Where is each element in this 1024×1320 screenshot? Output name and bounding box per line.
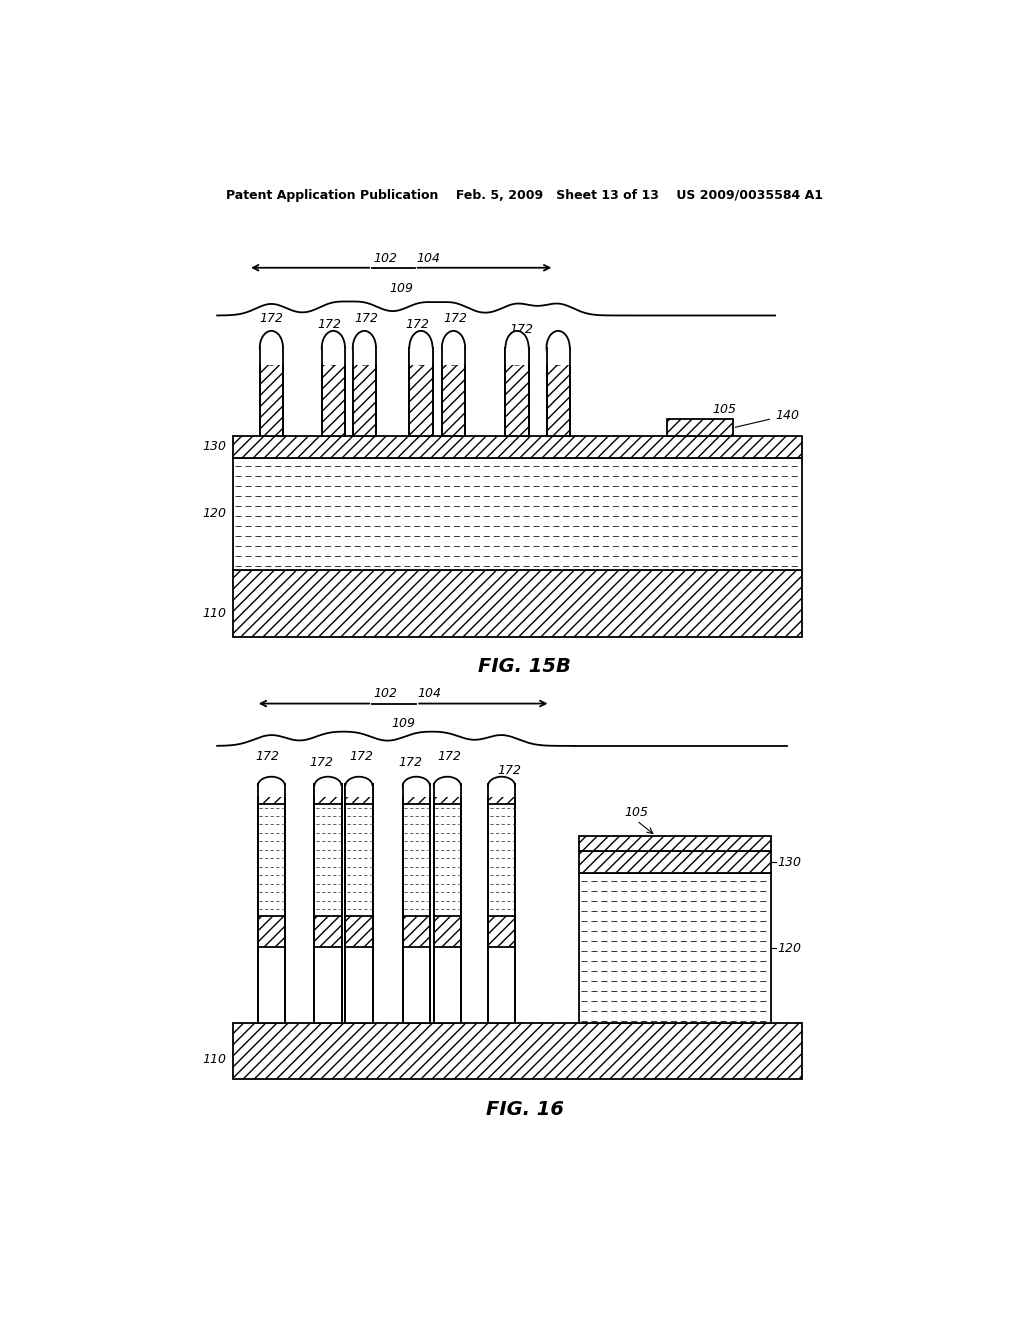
Bar	[546, 348, 570, 364]
Bar	[402, 916, 430, 946]
Bar	[345, 784, 373, 1023]
Ellipse shape	[442, 331, 465, 364]
Text: 172: 172	[309, 756, 334, 770]
Bar	[488, 784, 515, 1023]
Text: FIG. 15B: FIG. 15B	[478, 657, 571, 676]
Bar	[257, 785, 286, 797]
Bar	[579, 851, 771, 873]
Text: 172: 172	[259, 312, 284, 325]
Ellipse shape	[258, 776, 285, 795]
Bar	[487, 785, 516, 797]
Bar	[402, 784, 430, 1023]
Text: 172: 172	[398, 756, 422, 770]
Bar	[441, 348, 466, 364]
Text: 110: 110	[203, 607, 226, 620]
Bar	[352, 348, 377, 364]
Text: 105: 105	[713, 403, 736, 416]
Bar	[488, 784, 515, 804]
Bar	[505, 348, 529, 364]
Text: 120: 120	[777, 941, 802, 954]
Bar	[433, 785, 462, 797]
Bar	[442, 348, 465, 437]
Text: 172: 172	[509, 323, 532, 337]
Bar	[488, 916, 515, 946]
Bar	[314, 784, 342, 1023]
Text: 130: 130	[777, 855, 802, 869]
Ellipse shape	[410, 331, 432, 364]
Text: 140: 140	[735, 409, 799, 428]
Bar	[314, 784, 342, 804]
Ellipse shape	[322, 331, 345, 364]
Text: 172: 172	[406, 318, 429, 331]
Text: 120: 120	[203, 507, 226, 520]
Bar	[313, 785, 342, 797]
Ellipse shape	[260, 331, 283, 364]
Ellipse shape	[402, 776, 430, 795]
Bar	[232, 1023, 802, 1078]
Bar	[232, 570, 802, 638]
Ellipse shape	[506, 331, 528, 364]
Ellipse shape	[352, 331, 376, 364]
Bar	[232, 458, 802, 570]
Text: 172: 172	[443, 312, 467, 325]
Text: 172: 172	[317, 318, 341, 331]
Bar	[232, 437, 802, 458]
Text: 109: 109	[389, 281, 414, 294]
Bar	[434, 784, 461, 804]
Ellipse shape	[547, 331, 569, 364]
Bar	[410, 348, 432, 437]
Text: FIG. 16: FIG. 16	[485, 1100, 564, 1119]
Text: 172: 172	[437, 750, 462, 763]
Text: Patent Application Publication    Feb. 5, 2009   Sheet 13 of 13    US 2009/00355: Patent Application Publication Feb. 5, 2…	[226, 189, 823, 202]
Text: 110: 110	[203, 1052, 226, 1065]
Text: 172: 172	[256, 750, 280, 763]
Bar	[402, 785, 431, 797]
Bar	[258, 916, 285, 946]
Bar	[409, 348, 433, 364]
Bar	[434, 916, 461, 946]
Text: 102: 102	[374, 688, 397, 701]
Bar	[506, 348, 528, 437]
Ellipse shape	[345, 776, 373, 795]
Text: 104: 104	[418, 688, 441, 701]
Bar	[314, 916, 342, 946]
Bar	[259, 348, 284, 364]
Bar	[345, 784, 373, 804]
Bar	[352, 348, 376, 437]
Bar	[667, 420, 732, 437]
Text: 130: 130	[203, 441, 226, 453]
Text: 172: 172	[498, 764, 521, 776]
Bar	[322, 348, 345, 437]
Text: 102: 102	[374, 252, 397, 264]
Bar	[260, 348, 283, 437]
Bar	[345, 785, 374, 797]
Text: 172: 172	[349, 750, 374, 763]
Bar	[579, 873, 771, 1023]
Bar	[345, 916, 373, 946]
Bar	[579, 836, 771, 851]
Bar	[321, 348, 346, 364]
Bar	[434, 784, 461, 1023]
Ellipse shape	[314, 776, 342, 795]
Bar	[547, 348, 569, 437]
Bar	[402, 784, 430, 804]
Ellipse shape	[434, 776, 461, 795]
Text: 105: 105	[625, 807, 649, 818]
Ellipse shape	[488, 776, 515, 795]
Text: 172: 172	[354, 312, 378, 325]
Text: 104: 104	[417, 252, 440, 264]
Bar	[258, 784, 285, 1023]
Text: 109: 109	[391, 718, 415, 730]
Bar	[258, 784, 285, 804]
